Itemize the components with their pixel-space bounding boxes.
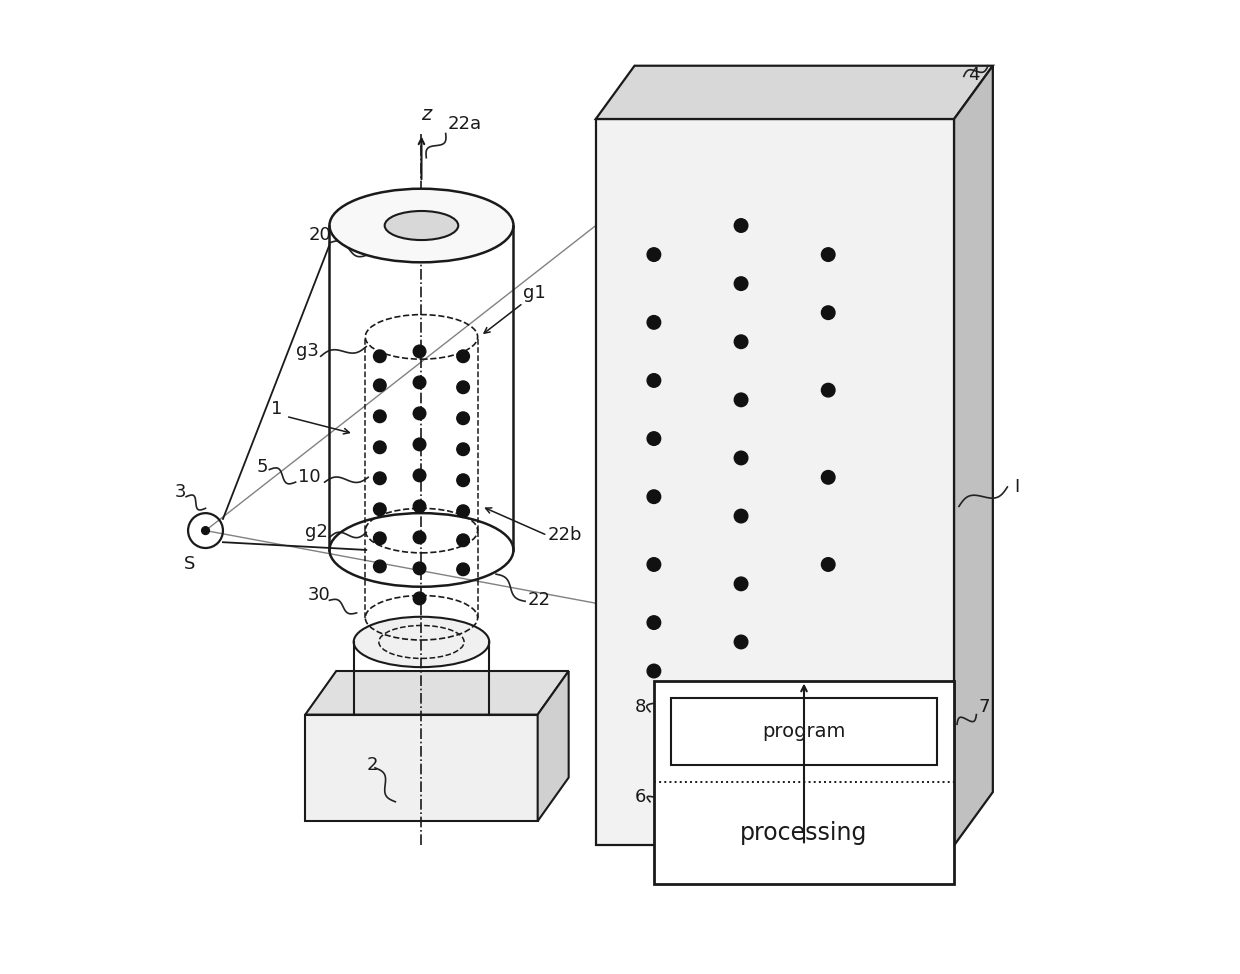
- Text: g1: g1: [523, 284, 546, 302]
- Text: 7: 7: [978, 697, 990, 716]
- Circle shape: [456, 443, 470, 456]
- Circle shape: [413, 345, 425, 357]
- Polygon shape: [538, 671, 569, 821]
- Polygon shape: [954, 65, 993, 845]
- Circle shape: [456, 563, 470, 576]
- Circle shape: [821, 384, 835, 397]
- Text: 4: 4: [967, 66, 980, 85]
- Text: 22b: 22b: [547, 526, 582, 544]
- Circle shape: [373, 379, 386, 392]
- Text: 10: 10: [299, 468, 321, 486]
- Text: g3: g3: [295, 342, 319, 360]
- Circle shape: [413, 469, 425, 482]
- Polygon shape: [671, 698, 936, 765]
- Circle shape: [821, 470, 835, 484]
- Text: 22: 22: [528, 591, 551, 609]
- Circle shape: [821, 306, 835, 319]
- Circle shape: [821, 558, 835, 572]
- Text: 5: 5: [257, 459, 268, 476]
- Circle shape: [373, 350, 386, 362]
- Circle shape: [734, 277, 748, 290]
- Text: 20: 20: [309, 226, 331, 244]
- Circle shape: [373, 441, 386, 454]
- Text: 1: 1: [272, 400, 283, 419]
- Circle shape: [202, 527, 210, 535]
- Circle shape: [734, 451, 748, 465]
- Text: 30: 30: [309, 586, 331, 604]
- Circle shape: [734, 335, 748, 349]
- Polygon shape: [653, 681, 954, 884]
- Circle shape: [734, 693, 748, 707]
- Circle shape: [456, 381, 470, 393]
- Text: program: program: [763, 722, 846, 741]
- Circle shape: [647, 490, 661, 504]
- Text: 3: 3: [175, 483, 186, 501]
- Circle shape: [413, 531, 425, 543]
- Circle shape: [456, 505, 470, 517]
- Text: 2: 2: [366, 756, 378, 773]
- Polygon shape: [595, 65, 993, 119]
- Circle shape: [373, 560, 386, 573]
- Circle shape: [456, 534, 470, 546]
- Circle shape: [734, 509, 748, 523]
- Text: g2: g2: [305, 523, 329, 542]
- Circle shape: [413, 438, 425, 451]
- Circle shape: [647, 616, 661, 629]
- Polygon shape: [595, 119, 954, 845]
- Polygon shape: [305, 715, 538, 821]
- Ellipse shape: [330, 189, 513, 262]
- Circle shape: [734, 219, 748, 233]
- Circle shape: [413, 407, 425, 420]
- Text: 8: 8: [635, 697, 646, 716]
- Text: S: S: [185, 555, 196, 574]
- Circle shape: [456, 412, 470, 425]
- Text: 6: 6: [635, 788, 646, 805]
- Circle shape: [734, 393, 748, 406]
- Circle shape: [821, 247, 835, 261]
- Text: I: I: [1014, 478, 1019, 496]
- Circle shape: [413, 376, 425, 389]
- Circle shape: [456, 474, 470, 487]
- Circle shape: [647, 431, 661, 445]
- Circle shape: [413, 562, 425, 575]
- Ellipse shape: [384, 211, 459, 240]
- Circle shape: [647, 316, 661, 329]
- Circle shape: [373, 410, 386, 423]
- Text: 22a: 22a: [448, 115, 482, 132]
- Circle shape: [373, 503, 386, 515]
- Circle shape: [373, 532, 386, 544]
- Circle shape: [647, 247, 661, 261]
- Polygon shape: [305, 671, 569, 715]
- Circle shape: [456, 350, 470, 362]
- Circle shape: [647, 558, 661, 572]
- Circle shape: [413, 592, 425, 605]
- Circle shape: [734, 577, 748, 590]
- Circle shape: [734, 635, 748, 649]
- Text: z: z: [422, 104, 432, 124]
- Circle shape: [373, 472, 386, 485]
- Circle shape: [413, 500, 425, 512]
- Circle shape: [647, 664, 661, 678]
- Circle shape: [647, 374, 661, 388]
- Text: processing: processing: [740, 821, 868, 845]
- Ellipse shape: [353, 617, 490, 667]
